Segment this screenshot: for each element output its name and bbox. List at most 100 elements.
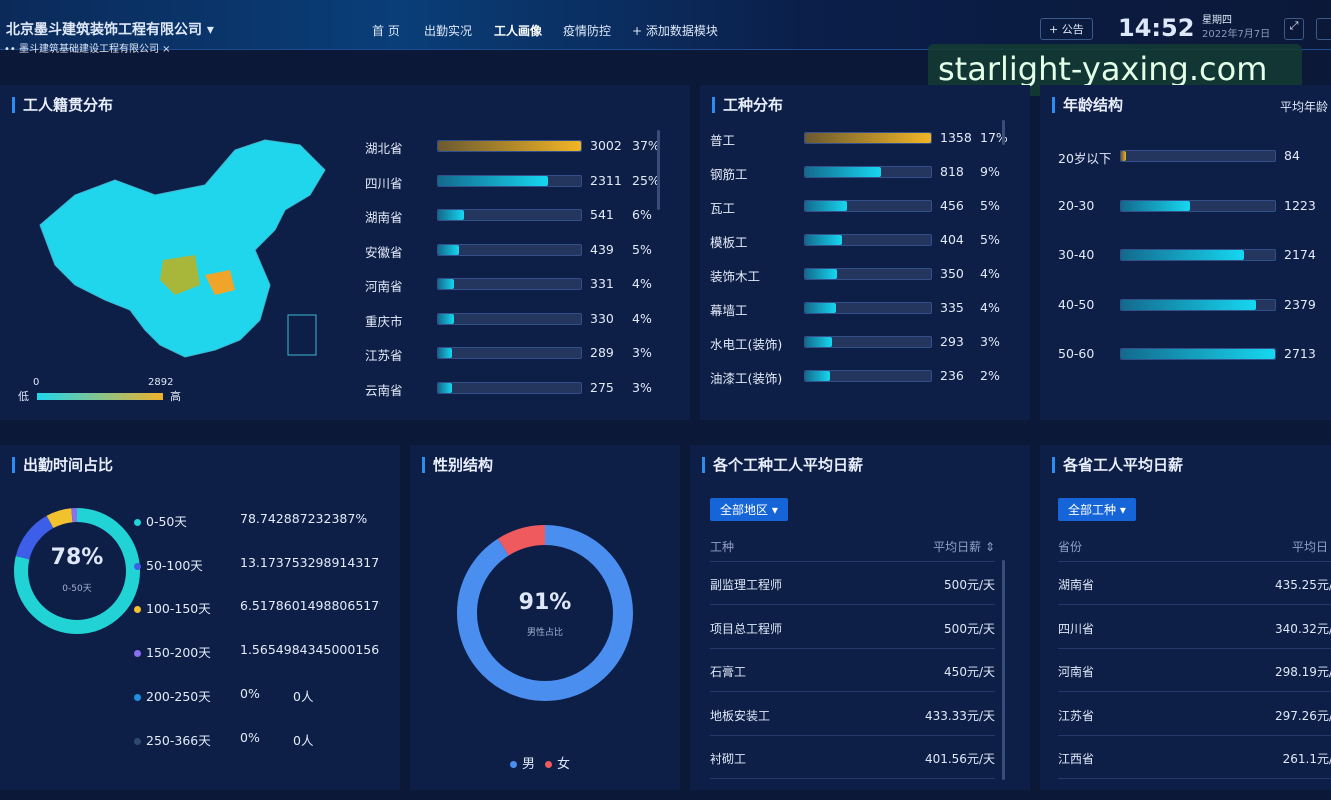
bar-label: 湖北省 bbox=[365, 141, 403, 156]
user-avatar[interactable] bbox=[1316, 18, 1331, 40]
legend-value: 0% bbox=[240, 729, 260, 745]
bar-percent: 4% bbox=[632, 276, 652, 291]
trade-filter-dropdown[interactable]: 全部工种 ▾ bbox=[1058, 498, 1136, 521]
bar-track[interactable] bbox=[437, 278, 582, 290]
bar-track[interactable] bbox=[437, 381, 582, 394]
bar-label: 装饰木工 bbox=[710, 269, 761, 284]
panel-title: 各个工种工人平均日薪 bbox=[702, 457, 863, 473]
bar-track[interactable] bbox=[437, 209, 582, 221]
bar-percent: 5% bbox=[980, 232, 1000, 247]
bar-track[interactable] bbox=[1120, 199, 1276, 212]
bar-count: 335 bbox=[940, 300, 964, 315]
sort-wage-button[interactable]: 平均日薪 ⇕ bbox=[933, 540, 995, 554]
bar-track[interactable] bbox=[804, 132, 932, 144]
table-row[interactable]: 江苏省 297.26元/ bbox=[1058, 693, 1331, 736]
legend-min: 0 bbox=[33, 377, 40, 388]
bar-percent: 4% bbox=[632, 310, 652, 326]
bar-percent: 37% bbox=[632, 138, 660, 153]
panel-title: 性别结构 bbox=[422, 457, 493, 473]
fullscreen-icon[interactable]: ⤢ bbox=[1284, 18, 1304, 40]
bar-fill bbox=[1121, 349, 1275, 359]
bar-label: 30-40 bbox=[1058, 247, 1095, 262]
china-map[interactable] bbox=[35, 135, 335, 375]
gender-legend: 男女 bbox=[510, 753, 580, 772]
scrollbar[interactable] bbox=[657, 130, 660, 210]
bar-track[interactable] bbox=[1120, 249, 1276, 261]
nav-tab[interactable]: 疫情防控 bbox=[563, 24, 612, 38]
bar-percent: 3% bbox=[632, 379, 652, 395]
donut-value: 91% bbox=[518, 590, 572, 615]
sub-company-tag[interactable]: •• 墨斗建筑基础建设工程有限公司 × bbox=[4, 44, 171, 55]
nav-tab[interactable]: + 添加数据模块 bbox=[632, 24, 718, 38]
table-row[interactable]: 副监理工程师 500元/天 bbox=[710, 562, 995, 605]
donut-segment[interactable] bbox=[14, 508, 140, 634]
legend-item[interactable]: 50-100天 bbox=[134, 555, 203, 574]
table-row[interactable]: 四川省 340.32元/ bbox=[1058, 606, 1331, 649]
clock-time: 14:52 bbox=[1118, 14, 1195, 42]
bar-fill bbox=[805, 371, 831, 381]
nav-tab[interactable]: 首 页 bbox=[372, 24, 400, 38]
bar-percent: 3% bbox=[632, 345, 652, 360]
legend-value: 6.5178601498806517% bbox=[240, 598, 380, 614]
bar-track[interactable] bbox=[1120, 150, 1276, 162]
bar-percent: 5% bbox=[632, 241, 652, 257]
bar-fill bbox=[438, 210, 464, 220]
bar-count: 330 bbox=[590, 310, 614, 326]
bar-track[interactable] bbox=[437, 243, 582, 256]
legend-gradient[interactable] bbox=[37, 393, 163, 400]
panel-title: 工人籍贯分布 bbox=[12, 97, 113, 113]
legend-item[interactable]: 200-250天 bbox=[134, 686, 211, 705]
legend-item[interactable]: 100-150天 bbox=[134, 598, 211, 617]
legend-count: 0人 bbox=[293, 688, 314, 704]
company-selector[interactable]: 北京墨斗建筑装饰工程有限公司 ▾ bbox=[6, 22, 214, 38]
bar-count: 2713 bbox=[1284, 346, 1316, 361]
bar-fill bbox=[805, 235, 843, 245]
bar-track[interactable] bbox=[804, 234, 932, 246]
bar-track[interactable] bbox=[804, 302, 932, 314]
table-row[interactable]: 江西省 261.1元/ bbox=[1058, 736, 1331, 779]
bar-track[interactable] bbox=[437, 174, 582, 187]
bar-track[interactable] bbox=[804, 370, 932, 382]
bar-track[interactable] bbox=[437, 312, 582, 325]
scrollbar[interactable] bbox=[1002, 120, 1005, 145]
bar-fill bbox=[438, 348, 453, 358]
bar-label: 四川省 bbox=[365, 175, 403, 191]
bar-count: 84 bbox=[1284, 148, 1300, 163]
table-row[interactable]: 地板安装工 433.33元/天 bbox=[710, 693, 995, 736]
bar-fill bbox=[805, 303, 837, 313]
table-row[interactable]: 衬砌工 401.56元/天 bbox=[710, 736, 995, 779]
attendance-donut[interactable] bbox=[12, 503, 142, 639]
legend-dot bbox=[545, 761, 553, 768]
bar-track[interactable] bbox=[804, 166, 932, 178]
legend-max: 2892 bbox=[148, 377, 174, 388]
close-icon[interactable]: × bbox=[162, 44, 171, 55]
bar-track[interactable] bbox=[437, 347, 582, 359]
bar-track[interactable] bbox=[804, 336, 932, 348]
legend-item[interactable]: 250-366天 bbox=[134, 730, 211, 749]
bar-track[interactable] bbox=[804, 268, 932, 280]
notice-button[interactable]: + 公告 bbox=[1040, 18, 1093, 40]
bar-track[interactable] bbox=[1120, 298, 1276, 311]
bar-track[interactable] bbox=[437, 140, 582, 152]
bar-label: 50-60 bbox=[1058, 346, 1095, 361]
legend-item[interactable]: 女 bbox=[545, 757, 570, 772]
table-row[interactable]: 湖南省 435.25元/ bbox=[1058, 562, 1331, 605]
legend-dot bbox=[134, 737, 141, 745]
legend-item[interactable]: 150-200天 bbox=[134, 642, 211, 661]
region-filter-dropdown[interactable]: 全部地区 ▾ bbox=[710, 498, 788, 521]
bar-track[interactable] bbox=[804, 200, 932, 212]
nav-tab[interactable]: 工人画像 bbox=[494, 24, 543, 38]
scrollbar[interactable] bbox=[1002, 560, 1005, 780]
bar-fill bbox=[438, 141, 581, 151]
table-row[interactable]: 项目总工程师 500元/天 bbox=[710, 606, 995, 649]
bar-fill bbox=[438, 279, 454, 289]
table-row[interactable]: 石膏工 450元/天 bbox=[710, 649, 995, 692]
donut-segment[interactable] bbox=[457, 525, 633, 701]
table-row[interactable]: 河南省 298.19元/ bbox=[1058, 649, 1331, 692]
bar-percent: 25% bbox=[632, 172, 660, 188]
legend-item[interactable]: 0-50天 bbox=[134, 511, 187, 530]
nav-tab[interactable]: 出勤实况 bbox=[424, 24, 473, 38]
bar-track[interactable] bbox=[1120, 348, 1276, 360]
legend-item[interactable]: 男 bbox=[510, 757, 535, 772]
gender-donut[interactable] bbox=[455, 523, 635, 703]
